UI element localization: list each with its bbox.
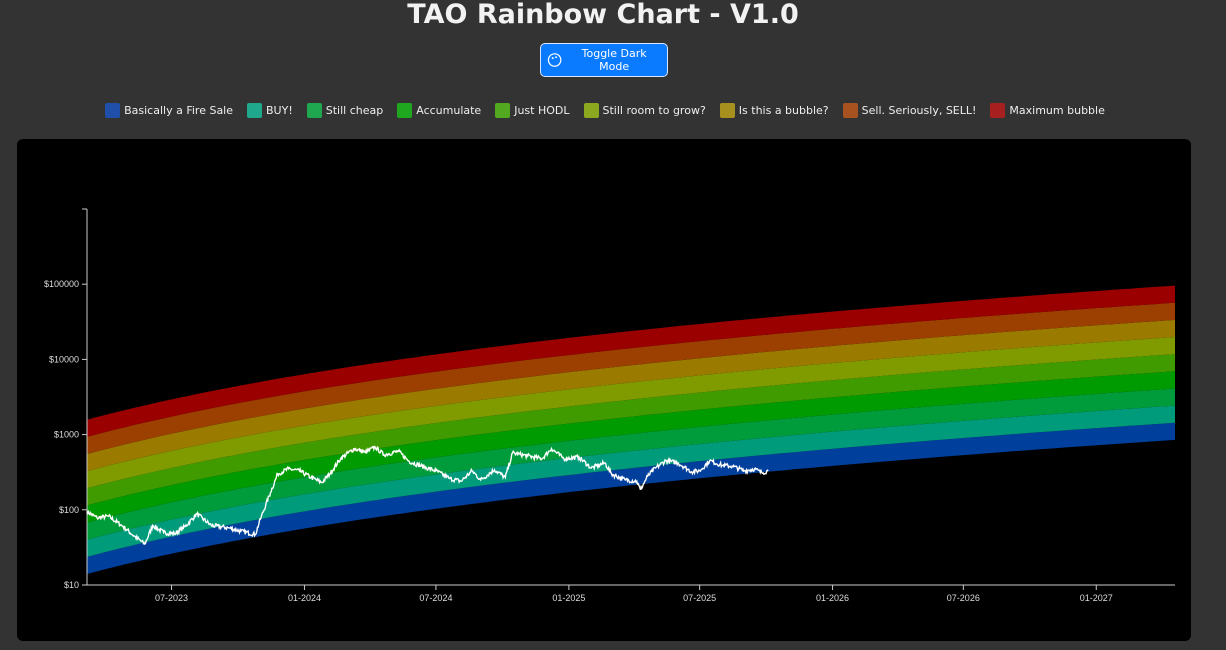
price-line [86, 445, 769, 546]
legend-item[interactable]: Maximum bubble [990, 103, 1105, 118]
legend-item[interactable]: Still cheap [306, 103, 384, 118]
x-tick-label: 07-2024 [419, 593, 452, 603]
legend-swatch [842, 103, 858, 118]
x-tick-label: 01-2026 [816, 593, 849, 603]
legend-swatch [583, 103, 599, 118]
legend-swatch [105, 103, 121, 118]
legend-item[interactable]: Basically a Fire Sale [105, 103, 233, 118]
legend-swatch [306, 103, 322, 118]
legend-swatch [495, 103, 511, 118]
y-tick-label: $1000 [54, 430, 79, 440]
legend-label: Still cheap [325, 104, 384, 117]
legend-label: Maximum bubble [1009, 104, 1105, 117]
legend-label: Sell. Seriously, SELL! [861, 104, 977, 117]
legend-label: Is this a bubble? [738, 104, 829, 117]
legend-item[interactable]: Accumulate [397, 103, 481, 118]
rainbow-band-3 [87, 388, 1175, 540]
y-tick-label: $10000 [49, 354, 79, 364]
rainbow-band-2 [87, 405, 1175, 557]
legend-swatch [397, 103, 413, 118]
x-tick-label: 07-2026 [947, 593, 980, 603]
toggle-dark-mode-label: Toggle Dark Mode [581, 47, 647, 73]
y-tick-label: $10 [64, 580, 79, 590]
legend-item[interactable]: Still room to grow? [583, 103, 706, 118]
chart-container: $10 $100 $1000 $10000 $100000 07-2023 01-2024 0… [17, 139, 1191, 641]
x-tick-label: 07-2025 [683, 593, 716, 603]
x-tick-label: 01-2027 [1080, 593, 1113, 603]
rainbow-band-9 [87, 285, 1175, 437]
page-title: TAO Rainbow Chart - V1.0 [407, 0, 799, 30]
x-tick-label: 01-2025 [552, 593, 585, 603]
legend-swatch [719, 103, 735, 118]
legend-item[interactable]: BUY! [247, 103, 293, 118]
x-tick-label: 01-2024 [288, 593, 321, 603]
x-tick-label: 07-2023 [155, 593, 188, 603]
rainbow-chart: $10 $100 $1000 $10000 $100000 07-2023 01-2024 0… [44, 208, 1175, 603]
y-tick-label: $100 [59, 505, 79, 515]
rainbow-band-5 [87, 354, 1175, 506]
rainbow-band-1 [87, 422, 1175, 574]
toggle-dark-mode-button[interactable]: Toggle Dark Mode [540, 43, 668, 77]
legend-label: Basically a Fire Sale [124, 104, 234, 117]
legend-swatch [990, 103, 1006, 118]
legend-item[interactable]: Is this a bubble? [719, 103, 829, 118]
rainbow-band-7 [87, 319, 1175, 472]
legend: Basically a Fire Sale BUY! Still cheap Accu… [0, 103, 1210, 118]
legend-label: Just HODL [514, 104, 570, 117]
y-tick-label: $100000 [44, 279, 79, 289]
palette-icon [547, 53, 562, 67]
legend-swatch [247, 103, 263, 118]
legend-label: BUY! [266, 104, 293, 117]
rainbow-band-4 [87, 371, 1175, 523]
rainbow-band-8 [87, 302, 1175, 454]
rainbow-band-6 [87, 337, 1175, 489]
legend-item[interactable]: Sell. Seriously, SELL! [842, 103, 977, 118]
legend-label: Still room to grow? [602, 104, 706, 117]
legend-label: Accumulate [416, 104, 482, 117]
legend-item[interactable]: Just HODL [495, 103, 570, 118]
